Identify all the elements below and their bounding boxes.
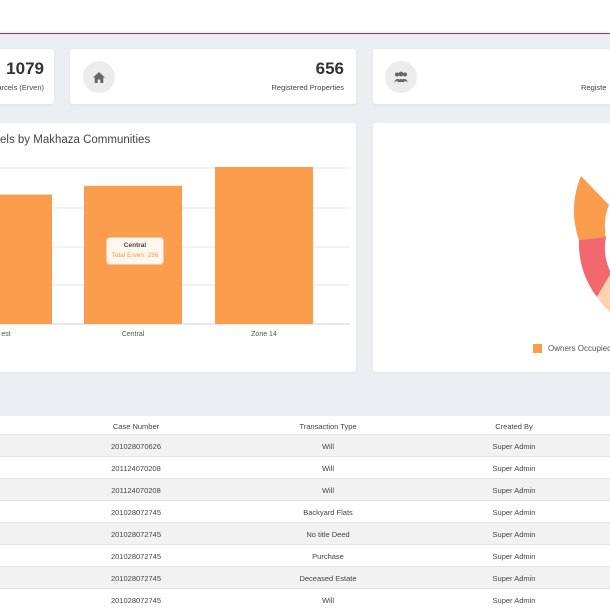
column-header-created-by[interactable]: Created By [495,422,533,431]
table-cell: Super Admin [492,596,536,605]
donut-slice-light [597,274,610,313]
table-row[interactable]: 201028072745 Will Super Admin [0,589,610,610]
table-cell: Will [321,596,335,605]
column-header-transaction-type[interactable]: Transaction Type [299,422,357,431]
bar-chart: est Central Zone 14 [0,167,350,338]
table-cell: 201028072745 [110,552,162,561]
x-tick-label: Central [122,331,145,338]
table-cell: 201028072745 [110,596,162,605]
stat-value: 656 [315,59,344,78]
table-cell: Purchase [312,552,344,561]
table-cell: Super Admin [492,442,536,451]
users-icon [385,61,417,93]
table-cell: 201124070208 [111,464,161,473]
table-cell: Super Admin [492,486,536,495]
donut-chart [573,176,610,313]
tooltip-title: Central [123,242,147,249]
table-cell: Super Admin [492,508,536,517]
x-tick-label: Zone 14 [251,331,277,338]
table-row[interactable]: 201028072745 No title Deed Super Admin [0,523,610,545]
table-cell: 201028072745 [110,574,162,583]
table-cell: Super Admin [492,530,536,539]
home-icon [83,61,115,93]
tooltip-text: Total Erven: 286 [111,252,159,259]
table-cell: Will [321,464,335,473]
stat-card-properties: 656 Registered Properties [70,49,356,104]
table-cell: Super Admin [492,574,536,583]
donut-slice-red [578,237,610,297]
donut-chart-card: Owners Occupied [373,123,610,372]
bar-chart-card: els by Makhaza Communities est Central Zon… [0,123,356,372]
column-header-case-number[interactable]: Case Number [112,422,160,431]
table-cell: 201124070208 [111,486,161,495]
table-row[interactable]: 201028072745 Backyard Flats Super Admin [0,501,610,523]
donut-legend[interactable]: Owners Occupied [533,344,610,353]
table-row[interactable]: 201028070626 Will Super Admin [0,435,610,457]
table-cell: 201028072745 [110,530,162,539]
table-row[interactable]: 201124070208 Will Super Admin [0,457,610,479]
stat-card-registered: Registe [373,49,610,104]
stat-value: 1079 [6,59,44,78]
table-cell: Super Admin [492,464,536,473]
table-row[interactable]: 201124070208 Will Super Admin [0,479,610,501]
stat-label: Registered Properties [271,83,344,92]
table-cell: 201028070626 [110,442,162,451]
chart-tooltip: Central Total Erven: 286 [106,237,164,265]
table-cell: Super Admin [492,552,536,561]
legend-swatch [533,344,542,353]
legend-label: Owners Occupied [548,344,610,353]
table-cell: Will [321,442,335,451]
table-cell: No title Deed [306,530,350,539]
transactions-table: Case Number Transaction Type Created By … [0,416,610,610]
table-cell: 201028072745 [110,508,162,517]
donut-slice-orange [573,176,609,240]
stat-label: arcels (Erven) [0,83,44,92]
table-row[interactable]: 201028072745 Deceased Estate Super Admin [0,567,610,589]
stat-label: Registe [581,83,607,92]
bar-west[interactable] [0,194,52,324]
bar-zone-14[interactable] [215,167,313,324]
top-bar [0,0,610,34]
stat-card-parcels: 1079 arcels (Erven) [0,49,54,104]
chart-title: els by Makhaza Communities [0,134,151,146]
table-cell: Deceased Estate [299,574,357,583]
table-row[interactable]: 201028072745 Purchase Super Admin [0,545,610,567]
table-cell: Backyard Flats [303,508,353,517]
table-cell: Will [321,486,335,495]
x-tick-label: est [1,331,10,338]
